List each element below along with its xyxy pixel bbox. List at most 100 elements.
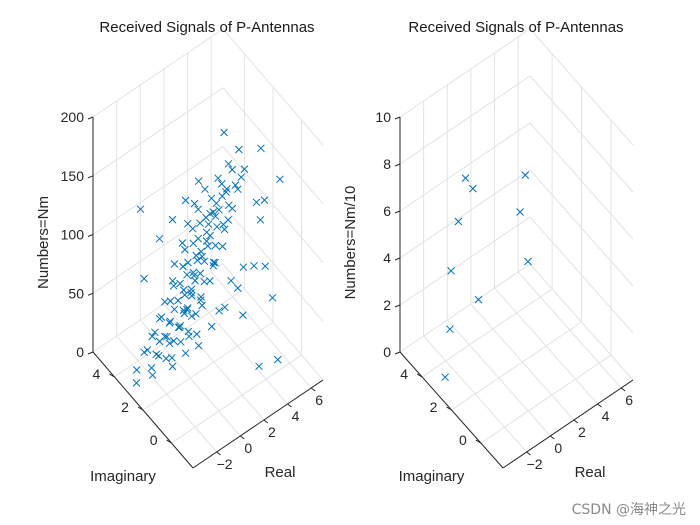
data-point-marker — [454, 217, 463, 226]
watermark: CSDN @海神之光 — [571, 502, 686, 518]
x-tick-label: −2 — [527, 456, 543, 472]
data-points — [132, 128, 284, 387]
data-point-marker — [168, 277, 177, 285]
data-point-marker — [197, 247, 205, 256]
data-point-marker — [441, 373, 449, 382]
data-point-marker — [187, 312, 196, 321]
x-axis-label: Real — [575, 464, 606, 481]
data-point-marker — [180, 309, 189, 318]
grid-line-z-backwall — [92, 87, 224, 177]
y-tick-label: 4 — [400, 366, 408, 382]
data-point-marker — [190, 199, 199, 208]
z-tick-label: 0 — [76, 344, 84, 360]
grid-lines — [92, 28, 324, 453]
data-point-marker — [217, 180, 226, 188]
data-point-marker — [206, 209, 214, 218]
x-tick-mark — [597, 403, 602, 408]
data-point-marker — [521, 171, 530, 179]
data-point-marker — [178, 239, 187, 247]
data-point-marker — [213, 222, 221, 231]
data-point-marker — [176, 279, 184, 288]
z-tick-mark — [87, 116, 94, 120]
data-point-marker — [136, 205, 145, 214]
data-point-marker — [165, 339, 174, 348]
chart-title: Received Signals of P-Antennas — [99, 19, 314, 36]
z-tick-label: 10 — [375, 109, 391, 125]
z-tick-mark — [87, 175, 94, 179]
data-point-marker — [165, 319, 174, 327]
x-tick-label: 4 — [292, 408, 300, 424]
data-point-marker — [204, 220, 213, 229]
data-point-marker — [179, 286, 188, 294]
grid-line-z-sidewall — [222, 204, 324, 322]
data-point-marker — [143, 346, 152, 354]
data-point-marker — [170, 260, 179, 268]
data-point-marker — [147, 364, 156, 372]
data-point-marker — [198, 301, 206, 310]
x-axis-line — [502, 379, 634, 469]
data-point-marker — [183, 304, 192, 312]
y-tick-mark — [446, 406, 452, 411]
data-point-marker — [183, 219, 192, 228]
z-tick-mark — [394, 351, 401, 355]
z-tick-mark — [394, 210, 401, 214]
data-point-marker — [516, 208, 524, 216]
data-point-marker — [196, 296, 205, 305]
data-point-marker — [252, 198, 261, 207]
data-point-marker — [184, 258, 192, 267]
data-point-marker — [179, 262, 187, 271]
grid-line-y-floor — [142, 321, 274, 411]
z-tick-mark — [87, 292, 94, 296]
x-tick-label: 0 — [554, 440, 562, 456]
data-point-marker — [181, 349, 190, 358]
data-point-marker — [239, 263, 248, 272]
grid-line-z-backwall — [92, 28, 224, 118]
grid-line-z-backwall — [399, 216, 531, 306]
data-point-marker — [176, 337, 185, 346]
data-point-marker — [461, 174, 470, 182]
data-point-marker — [207, 322, 216, 331]
z-tick-label: 2 — [383, 297, 391, 313]
data-point-marker — [148, 332, 157, 341]
grid-line-z-backwall — [399, 263, 531, 353]
data-point-marker — [220, 225, 229, 234]
y-tick-label: 0 — [150, 432, 158, 448]
z-tick-mark — [87, 351, 94, 355]
data-point-marker — [189, 268, 198, 277]
x-tick-label: 6 — [315, 392, 323, 408]
y-tick-label: 4 — [93, 366, 101, 382]
data-point-marker — [250, 261, 258, 270]
data-point-marker — [187, 292, 196, 300]
data-point-marker — [215, 205, 223, 214]
data-point-marker — [231, 181, 240, 189]
data-point-marker — [196, 219, 204, 228]
data-point-marker — [190, 271, 198, 280]
data-point-marker — [168, 215, 177, 224]
z-tick-label: 50 — [68, 285, 84, 301]
data-point-marker — [233, 284, 242, 292]
x-tick-mark — [573, 419, 579, 424]
grid-line-z-sidewall — [222, 87, 324, 205]
data-point-marker — [163, 332, 171, 341]
data-point-marker — [132, 379, 141, 387]
data-point-marker — [197, 293, 205, 301]
y-tick-mark — [109, 373, 115, 378]
data-point-marker — [187, 285, 196, 294]
data-point-marker — [233, 185, 242, 194]
x-tick-label: 2 — [578, 424, 586, 440]
data-point-marker — [187, 288, 195, 297]
y-tick-label: 2 — [121, 399, 129, 415]
grid-line-y-floor — [480, 354, 612, 444]
data-point-marker — [157, 313, 166, 321]
data-point-marker — [211, 241, 220, 250]
grid-line-z-sidewall — [529, 122, 634, 240]
z-tick-label: 6 — [383, 203, 391, 219]
z-tick-label: 0 — [383, 344, 391, 360]
x-tick-mark — [526, 451, 531, 456]
data-point-marker — [239, 311, 247, 319]
data-point-marker — [166, 317, 175, 326]
grid-line-z-sidewall — [529, 28, 634, 146]
grid-line-z-sidewall — [529, 216, 634, 334]
x-tick-mark — [263, 419, 269, 424]
